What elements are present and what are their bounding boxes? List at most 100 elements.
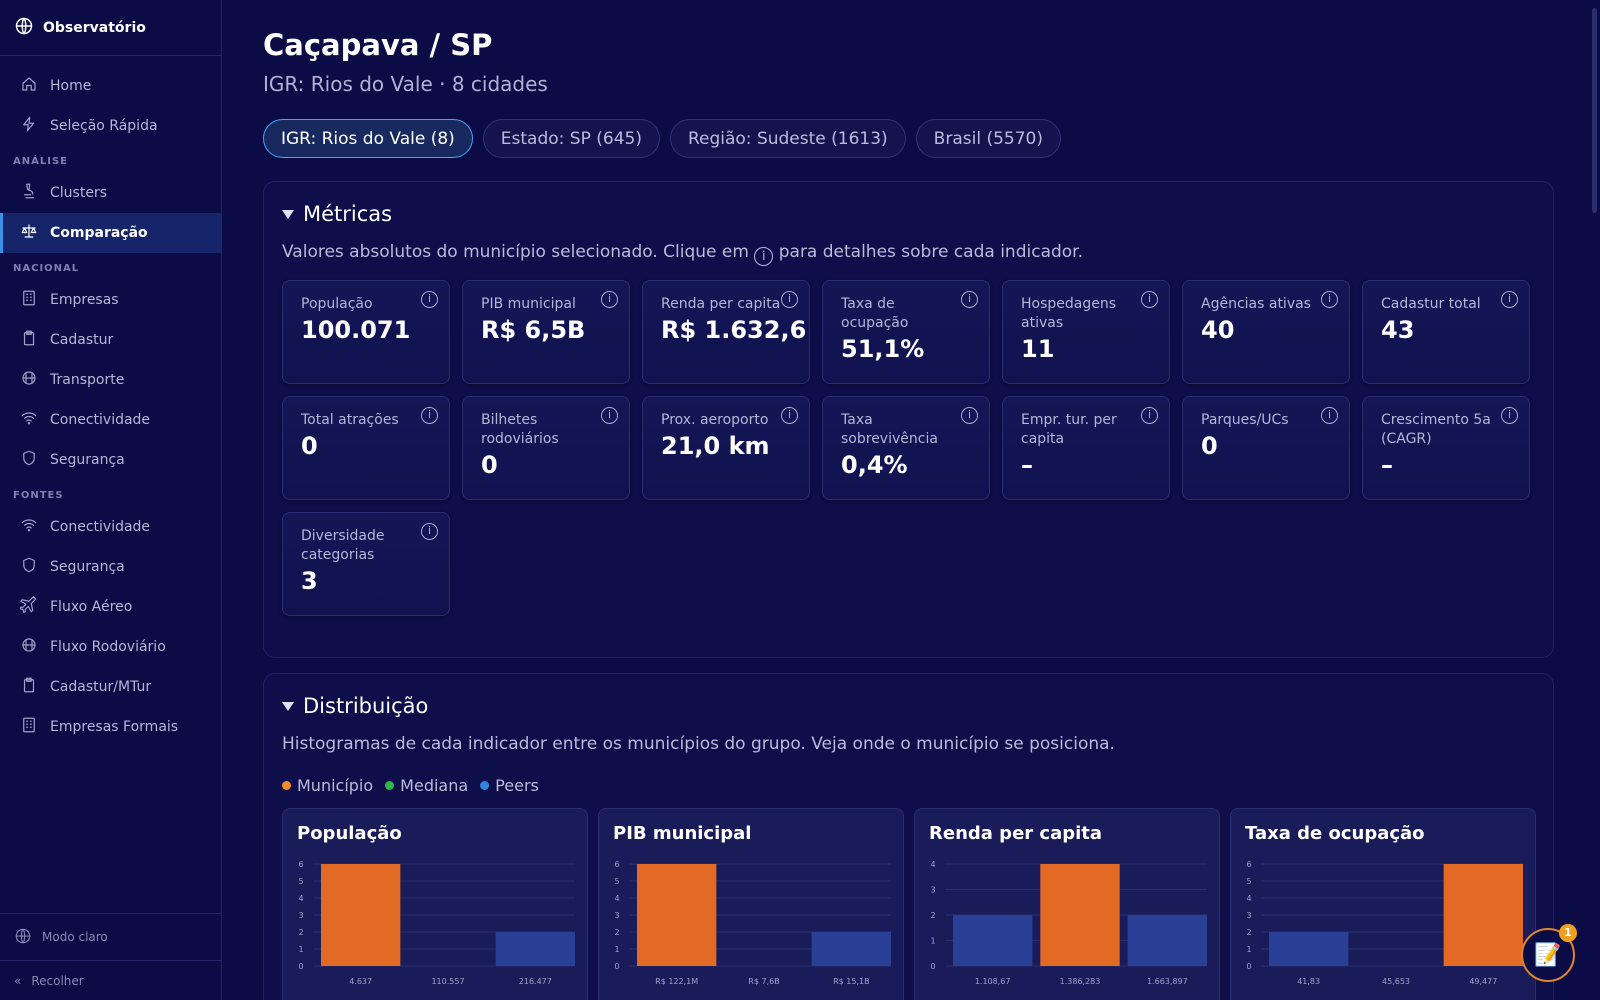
info-icon[interactable]: i [1501, 407, 1518, 424]
y-tick-label: 0 [298, 962, 303, 971]
sidebar-item-conectividade[interactable]: Conectividade [0, 507, 221, 547]
sidebar-item-label: Transporte [50, 372, 125, 388]
x-tick-label: R$ 15,1B [833, 977, 870, 986]
chart-title: PIB municipal [613, 823, 752, 844]
histogram-bar-municipio[interactable] [1040, 864, 1120, 966]
sidebar-item-cadastur[interactable]: Cadastur [0, 320, 221, 360]
sidebar-item-empresas-formais[interactable]: Empresas Formais [0, 707, 221, 747]
sidebar-item-selecao-rapida[interactable]: Seleção Rápida [0, 106, 221, 146]
notepad-icon: 📝 [1534, 942, 1562, 968]
sidebar-item-seguranca[interactable]: Segurança [0, 440, 221, 480]
metrics-panel-toggle[interactable]: Métricas [282, 202, 392, 226]
info-icon[interactable]: i [781, 291, 798, 308]
histogram-bar-peers[interactable] [1127, 915, 1207, 966]
histogram-bar-peers[interactable] [953, 915, 1033, 966]
histogram-bar-peers[interactable] [1269, 932, 1349, 966]
info-icon[interactable]: i [601, 291, 618, 308]
brand[interactable]: Observatório [0, 0, 221, 56]
metric-card: Hospedagens ativas i 11 [1002, 280, 1170, 384]
metric-label: Diversidade categorias [301, 528, 385, 563]
globe-icon [14, 16, 34, 40]
metric-label: Prox. aeroporto [661, 412, 769, 428]
sidebar-item-empresas[interactable]: Empresas [0, 280, 221, 320]
y-tick-label: 1 [1246, 945, 1251, 954]
sidebar-item-seguranca[interactable]: Segurança [0, 547, 221, 587]
theme-toggle[interactable]: Modo claro [0, 913, 222, 960]
metric-value: 0,4% [841, 451, 908, 479]
info-icon[interactable]: i [421, 523, 438, 540]
x-tick-label: 45,653 [1382, 977, 1410, 986]
info-icon[interactable]: i [421, 407, 438, 424]
scope-chip[interactable]: Brasil (5570) [915, 119, 1061, 158]
sidebar: Observatório Home Seleção Rápida ANÁLISE Cl… [0, 0, 222, 1000]
notification-badge: 1 [1559, 924, 1577, 942]
histogram-bar-municipio[interactable] [1443, 864, 1523, 966]
sidebar-item-label: Cadastur [50, 332, 114, 348]
metric-label: Renda per capita [661, 296, 781, 312]
sidebar-item-conectividade[interactable]: Conectividade [0, 400, 221, 440]
y-tick-label: 2 [930, 911, 935, 920]
metric-label: Taxa sobrevivência [841, 412, 938, 447]
scope-chip[interactable]: IGR: Rios do Vale (8) [263, 119, 473, 158]
histogram-card: Taxa de ocupação 0 1 2 3 4 5 6 41,83 45,653 49,477 [1230, 808, 1536, 1000]
sidebar-item-label: Seleção Rápida [50, 118, 158, 134]
histogram-chart: 0 1 2 3 4 5 6 R$ 122,1M R$ 7,6B R$ 15,1B [614, 860, 891, 986]
info-icon[interactable]: i [961, 407, 978, 424]
building-icon [20, 716, 38, 738]
shield-icon [20, 449, 38, 471]
metric-card: Taxa de ocupação i 51,1% [822, 280, 990, 384]
metric-label: Bilhetes rodoviários [481, 412, 559, 447]
info-icon[interactable]: i [1141, 291, 1158, 308]
info-icon[interactable]: i [961, 291, 978, 308]
theme-toggle-label: Modo claro [42, 930, 108, 944]
bolt-icon [20, 115, 38, 137]
sidebar-item-home[interactable]: Home [0, 66, 221, 106]
sidebar-item-fluxo-rodoviario[interactable]: Fluxo Rodoviário [0, 627, 221, 667]
sidebar-item-cadastur-mtur[interactable]: Cadastur/MTur [0, 667, 221, 707]
metric-card: Agências ativas i 40 [1182, 280, 1350, 384]
shield-icon [20, 556, 38, 578]
metric-card: Empr. tur. per capita i – [1002, 396, 1170, 500]
metrics-panel-description: Valores absolutos do município seleciona… [282, 242, 1083, 266]
info-icon[interactable]: i [1321, 407, 1338, 424]
info-icon[interactable]: i [1501, 291, 1518, 308]
wifi-icon [20, 516, 38, 538]
y-tick-label: 3 [614, 911, 619, 920]
y-tick-label: 1 [298, 945, 303, 954]
info-icon: i [754, 247, 774, 266]
y-tick-label: 0 [1246, 962, 1251, 971]
info-icon[interactable]: i [421, 291, 438, 308]
histogram-bar-municipio[interactable] [321, 864, 401, 966]
chart-title: População [297, 823, 402, 844]
sidebar-item-transporte[interactable]: Transporte [0, 360, 221, 400]
sidebar-item-fluxo-aereo[interactable]: Fluxo Aéreo [0, 587, 221, 627]
sidebar-item-label: Conectividade [50, 519, 151, 535]
distribution-panel-toggle[interactable]: Distribuição [282, 694, 428, 718]
info-icon[interactable]: i [1141, 407, 1158, 424]
collapse-sidebar-button[interactable]: « Recolher [0, 960, 222, 1000]
info-icon[interactable]: i [601, 407, 618, 424]
scope-chip[interactable]: Estado: SP (645) [482, 119, 660, 158]
page-title: Caçapava / SP [263, 28, 493, 62]
scope-chip[interactable]: Região: Sudeste (1613) [669, 119, 906, 158]
sidebar-item-comparacao[interactable]: Comparação [0, 213, 221, 253]
histogram-bar-peers[interactable] [811, 932, 891, 966]
metric-card: PIB municipal i R$ 6,5B [462, 280, 630, 384]
histogram-bar-peers[interactable] [495, 932, 575, 966]
histogram-bar-municipio[interactable] [637, 864, 717, 966]
metric-value: 3 [301, 567, 318, 595]
y-tick-label: 5 [1246, 877, 1251, 886]
y-tick-label: 3 [930, 886, 935, 895]
info-icon[interactable]: i [781, 407, 798, 424]
legend-label: Mediana [400, 776, 469, 795]
bus-icon [20, 636, 38, 658]
metric-card: Taxa sobrevivência i 0,4% [822, 396, 990, 500]
sidebar-item-clusters[interactable]: Clusters [0, 173, 221, 213]
y-tick-label: 2 [1246, 928, 1251, 937]
building-icon [20, 289, 38, 311]
info-icon[interactable]: i [1321, 291, 1338, 308]
description-text: Valores absolutos do município seleciona… [282, 242, 749, 262]
scrollbar-thumb[interactable] [1592, 8, 1597, 213]
distribution-panel: Distribuição Histogramas de cada indicad… [263, 673, 1554, 1000]
notes-fab-button[interactable]: 📝 1 [1521, 924, 1577, 982]
